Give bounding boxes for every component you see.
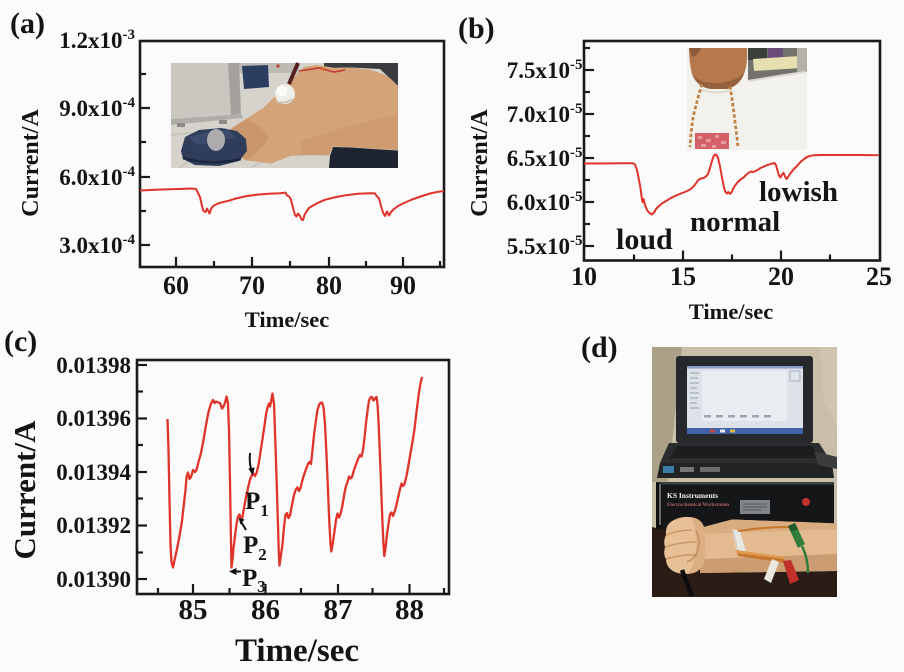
svg-text:(b): (b) [458, 12, 495, 45]
svg-text:(d): (d) [581, 331, 618, 364]
svg-text:Current/A: Current/A [18, 109, 44, 217]
svg-text:85: 85 [179, 594, 208, 626]
svg-text:0.01394: 0.01394 [56, 460, 131, 485]
svg-text:7.0x10-5: 7.0x10-5 [507, 101, 583, 127]
svg-text:90: 90 [390, 271, 416, 300]
svg-text:10: 10 [571, 262, 597, 291]
svg-text:5.5x10-5: 5.5x10-5 [507, 233, 583, 259]
svg-text:0.01396: 0.01396 [56, 406, 131, 431]
svg-text:Current/A: Current/A [467, 109, 493, 217]
svg-text:0.01398: 0.01398 [56, 353, 131, 378]
svg-text:15: 15 [670, 262, 696, 291]
svg-text:KS Instruments: KS Instruments [667, 491, 718, 500]
svg-text:25: 25 [866, 262, 892, 291]
svg-text:60: 60 [163, 271, 189, 300]
svg-text:Time/sec: Time/sec [245, 307, 330, 332]
svg-text:lowish: lowish [759, 176, 838, 208]
svg-text:(c): (c) [4, 325, 37, 358]
svg-text:(a): (a) [10, 7, 45, 40]
svg-text:80: 80 [316, 271, 342, 300]
svg-text:loud: loud [616, 223, 673, 256]
svg-text:6.5x10-5: 6.5x10-5 [507, 145, 583, 171]
svg-text:1.2x10-3: 1.2x10-3 [59, 27, 135, 53]
svg-text:87: 87 [324, 594, 353, 626]
svg-text:0.01392: 0.01392 [56, 513, 131, 538]
svg-text:88: 88 [395, 594, 424, 626]
svg-text:normal: normal [690, 206, 780, 238]
svg-text:86: 86 [251, 594, 280, 626]
svg-text:Time/sec: Time/sec [235, 633, 359, 669]
svg-text:Time/sec: Time/sec [689, 299, 774, 324]
svg-text:20: 20 [768, 262, 794, 291]
svg-text:6.0x10-5: 6.0x10-5 [507, 189, 583, 215]
svg-text:70: 70 [239, 271, 265, 300]
svg-text:Electrochemical Workstation: Electrochemical Workstation [667, 503, 729, 508]
svg-text:Current/A: Current/A [7, 420, 42, 560]
svg-text:0.01390: 0.01390 [56, 567, 131, 592]
svg-text:7.5x10-5: 7.5x10-5 [507, 57, 583, 83]
